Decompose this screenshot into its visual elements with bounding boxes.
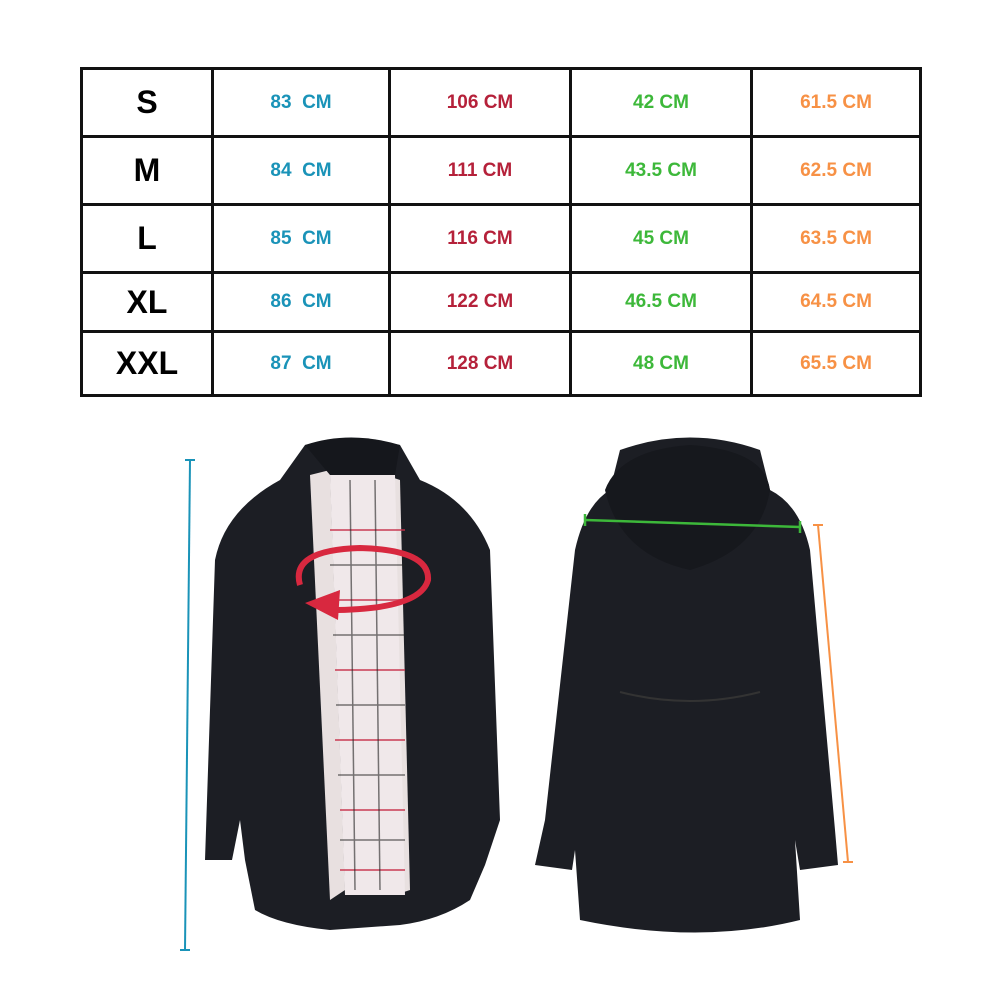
measurement-cell: 65.5 CM	[750, 330, 922, 397]
measurement-cell: 116 CM	[388, 203, 572, 274]
measurement-cell: 63.5 CM	[750, 203, 922, 274]
size-label: L	[80, 203, 214, 274]
measurement-cell: 61.5 CM	[750, 67, 922, 138]
measurement-cell: 48 CM	[569, 330, 753, 397]
measurement-cell: 62.5 CM	[750, 135, 922, 206]
size-row: L 85 CM 116 CM 45 CM 63.5 CM	[80, 203, 922, 274]
size-row: M 84 CM 111 CM 43.5 CM 62.5 CM	[80, 135, 922, 206]
back-jacket-image	[535, 437, 838, 933]
measurement-cell: 86 CM	[211, 271, 391, 333]
measurement-cell: 106 CM	[388, 67, 572, 138]
size-label: M	[80, 135, 214, 206]
size-row: XL 86 CM 122 CM 46.5 CM 64.5 CM	[80, 271, 922, 333]
measurement-cell: 122 CM	[388, 271, 572, 333]
measurement-cell: 84 CM	[211, 135, 391, 206]
measurement-cell: 42 CM	[569, 67, 753, 138]
measurement-cell: 43.5 CM	[569, 135, 753, 206]
size-chart-table: S 83 CM 106 CM 42 CM 61.5 CM M 84 CM 111 CM 43.5…	[80, 67, 922, 397]
shoulder-line	[583, 514, 802, 533]
measurement-cell: 83 CM	[211, 67, 391, 138]
measurement-cell: 128 CM	[388, 330, 572, 397]
measurement-cell: 85 CM	[211, 203, 391, 274]
measurement-cell: 87 CM	[211, 330, 391, 397]
size-row: S 83 CM 106 CM 42 CM 61.5 CM	[80, 67, 922, 138]
jacket-illustration	[180, 437, 853, 951]
measurement-cell: 64.5 CM	[750, 271, 922, 333]
size-label: S	[80, 67, 214, 138]
size-label: XXL	[80, 330, 214, 397]
chest-arrow	[295, 544, 431, 620]
measurement-cell: 111 CM	[388, 135, 572, 206]
measurement-cell: 46.5 CM	[569, 271, 753, 333]
sleeve-line	[813, 524, 853, 863]
front-jacket-image	[205, 437, 500, 930]
size-row: XXL 87 CM 128 CM 48 CM 65.5 CM	[80, 330, 922, 397]
measurement-cell: 45 CM	[569, 203, 753, 274]
length-line	[180, 459, 195, 951]
size-label: XL	[80, 271, 214, 333]
